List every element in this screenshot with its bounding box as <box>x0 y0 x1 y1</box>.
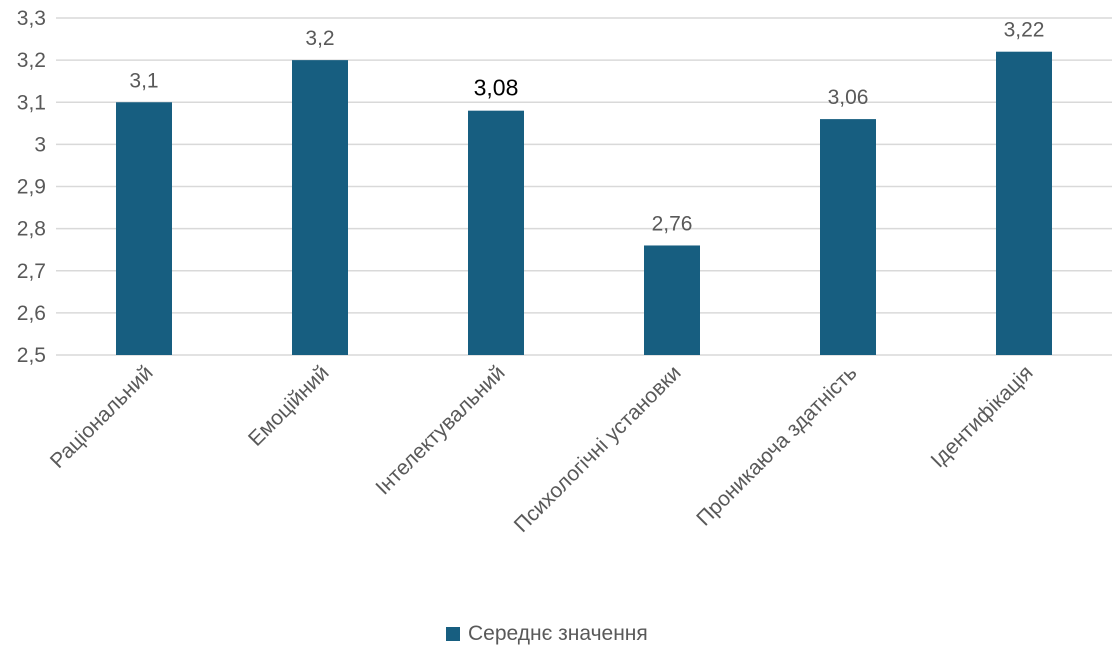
y-axis-ticks: 2,5 2,6 2,7 2,8 2,9 3 3,1 3,2 3,3 <box>17 7 46 367</box>
data-label: 3,06 <box>828 86 869 109</box>
data-labels: 3,1 3,2 3,08 2,76 3,06 3,22 <box>129 19 1044 236</box>
y-tick-label: 2,8 <box>17 218 46 241</box>
gridlines <box>56 17 1112 356</box>
legend-swatch <box>446 627 460 641</box>
bar <box>996 51 1052 355</box>
y-tick-label: 3,3 <box>17 7 46 30</box>
bar <box>468 110 524 355</box>
legend: Середнє значення <box>446 622 648 646</box>
category-label: Психологічні установки <box>510 361 686 537</box>
data-label: 3,2 <box>305 27 334 50</box>
data-label: 3,08 <box>474 75 519 101</box>
bars <box>116 51 1052 355</box>
y-tick-label: 2,9 <box>17 176 46 199</box>
data-label: 2,76 <box>652 212 693 235</box>
y-tick-label: 3,2 <box>17 49 46 72</box>
bar <box>820 119 876 355</box>
data-label: 3,1 <box>129 69 158 92</box>
category-label: Емоційний <box>244 361 334 451</box>
x-axis-categories: Раціональний Емоційний Інтелектувальний Пси… <box>46 361 1038 537</box>
y-tick-label: 3 <box>34 133 46 156</box>
legend-label: Середнє значення <box>468 622 648 645</box>
bar <box>116 102 172 355</box>
category-label: Інтелектувальний <box>371 361 509 499</box>
y-tick-label: 2,7 <box>17 260 46 283</box>
y-tick-label: 2,6 <box>17 302 46 325</box>
category-label: Ідентифікація <box>926 361 1037 472</box>
bar <box>292 60 348 355</box>
bar-chart: 2,5 2,6 2,7 2,8 2,9 3 3,1 3,2 3,3 3,1 3,2 3,08 2,76… <box>17 7 1112 537</box>
data-label: 3,22 <box>1004 19 1045 42</box>
bar <box>644 245 700 355</box>
y-tick-label: 2,5 <box>17 344 46 367</box>
category-label: Проникаюча здатність <box>692 361 861 530</box>
category-label: Раціональний <box>46 361 158 473</box>
y-tick-label: 3,1 <box>17 91 46 114</box>
